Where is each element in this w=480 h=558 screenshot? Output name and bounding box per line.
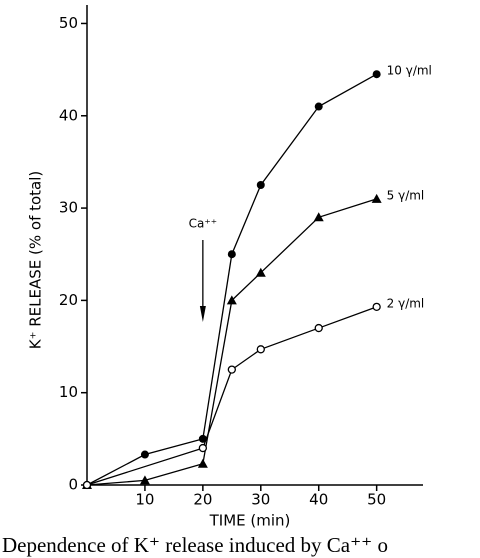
x-tick-label: 50 <box>367 491 386 509</box>
marker <box>226 295 237 305</box>
marker <box>198 443 208 453</box>
marker <box>139 475 150 485</box>
x-tick-label: 20 <box>193 491 212 509</box>
y-tick-label: 0 <box>68 476 78 494</box>
y-tick-label: 30 <box>59 199 78 217</box>
marker <box>197 458 208 468</box>
marker <box>256 345 265 354</box>
marker <box>314 102 323 111</box>
x-tick-label: 30 <box>251 491 270 509</box>
marker <box>227 365 236 374</box>
marker <box>372 70 381 79</box>
marker <box>313 212 324 222</box>
x-tick-label: 40 <box>309 491 328 509</box>
series-label: 2 γ/ml <box>387 296 425 310</box>
y-tick-label: 10 <box>59 383 78 401</box>
series-line <box>86 198 377 486</box>
marker <box>371 193 382 203</box>
y-tick-label: 40 <box>59 106 78 124</box>
y-tick-label: 50 <box>59 14 78 32</box>
x-axis-label: TIME (min) <box>209 512 291 530</box>
x-tick-label: 10 <box>135 491 154 509</box>
marker <box>256 181 265 189</box>
series-label: 5 γ/ml <box>387 188 425 202</box>
marker <box>140 450 149 459</box>
series-line <box>86 306 377 486</box>
caption: Dependence of K⁺ release induced by Ca⁺⁺… <box>2 533 388 557</box>
y-tick-label: 20 <box>59 291 78 309</box>
arrow-head <box>199 306 206 322</box>
annotation: Ca⁺⁺ <box>189 217 217 231</box>
marker <box>227 250 236 259</box>
marker <box>255 267 266 277</box>
series-line <box>86 73 377 486</box>
marker <box>314 323 323 333</box>
series-label: 10 γ/ml <box>387 64 432 78</box>
marker <box>82 480 92 490</box>
marker <box>372 302 381 311</box>
y-axis-label: K⁺ RELEASE (% of total) <box>27 171 45 350</box>
